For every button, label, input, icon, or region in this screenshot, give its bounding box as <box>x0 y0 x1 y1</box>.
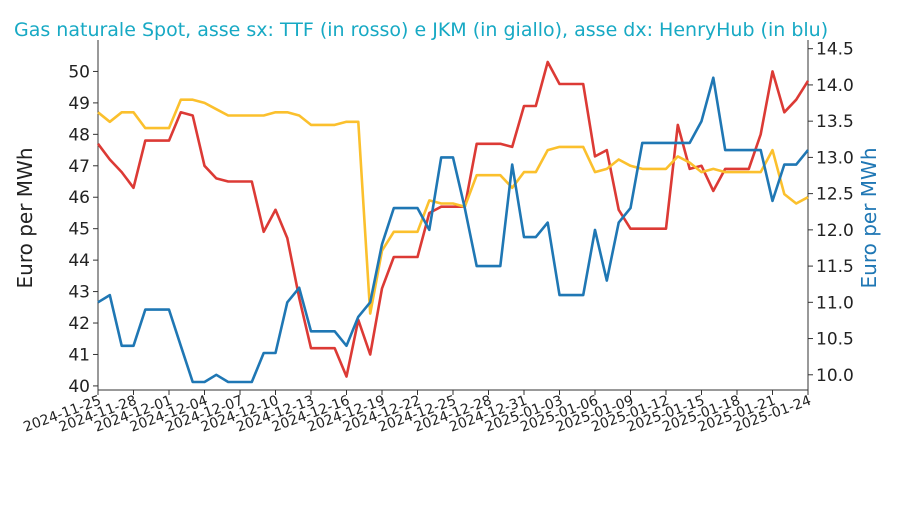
y-tick-label: 45 <box>68 220 90 240</box>
chart-title: Gas naturale Spot, asse sx: TTF (in ross… <box>14 19 828 41</box>
y-tick-label: 50 <box>68 62 90 82</box>
y-tick-label: 40 <box>68 377 90 397</box>
y2-tick-label: 11.0 <box>816 293 854 313</box>
y2-tick-label: 13.0 <box>816 148 854 168</box>
y-tick-label: 49 <box>68 94 90 114</box>
y-axis-label: Euro per MWh <box>13 148 37 289</box>
y2-tick-label: 12.0 <box>816 221 854 241</box>
y2-tick-label: 14.0 <box>816 76 854 96</box>
y-tick-label: 44 <box>68 251 90 271</box>
y2-tick-label: 13.5 <box>816 112 854 132</box>
y-tick-label: 48 <box>68 125 90 145</box>
y2-axis-label: Euro per MWh <box>857 148 881 289</box>
series-line <box>97 98 809 315</box>
y-tick-label: 43 <box>68 283 90 303</box>
y-tick-label: 42 <box>68 314 90 334</box>
y2-tick-label: 11.5 <box>816 257 854 277</box>
y2-tick-label: 14.5 <box>816 40 854 60</box>
y2-tick-label: 12.5 <box>816 185 854 205</box>
series-line <box>97 76 810 384</box>
y2-tick-label: 10.0 <box>816 366 854 386</box>
y-tick-label: 46 <box>68 188 90 208</box>
series-line <box>96 60 810 378</box>
y-tick-label: 41 <box>68 345 90 365</box>
y-tick-label: 47 <box>68 157 90 177</box>
y2-tick-label: 10.5 <box>816 330 854 350</box>
